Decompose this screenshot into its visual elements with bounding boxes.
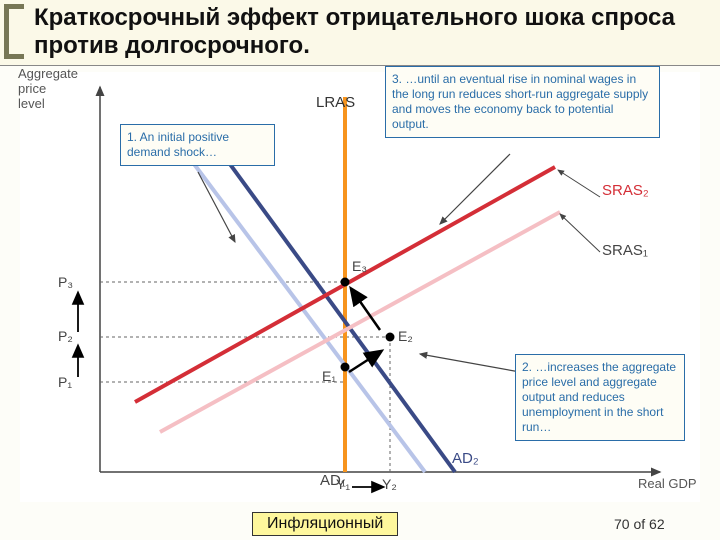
chart-area: Aggregate price level Real GDP LRAS SRAS… xyxy=(20,72,700,502)
ad2-line xyxy=(205,130,455,472)
e1-label: E₁ xyxy=(322,368,336,384)
y1-label: Y₁ xyxy=(336,476,350,492)
p2-label: P₂ xyxy=(58,328,73,344)
page-title: Краткосрочный эффект отрицательного шока… xyxy=(8,4,712,59)
e2-label: E₂ xyxy=(398,328,413,344)
sras1-line xyxy=(160,212,560,432)
title-accent xyxy=(4,4,24,59)
e3-label: E₃ xyxy=(352,258,367,274)
y-axis-label: Aggregate price level xyxy=(18,66,78,111)
sras1-pointer xyxy=(560,214,600,252)
callout-3: 3. …until an eventual rise in nominal wa… xyxy=(385,66,660,138)
callout1-pointer xyxy=(198,172,235,242)
ad2-label: AD₂ xyxy=(452,450,479,467)
p3-label: P₃ xyxy=(58,274,73,290)
callout-1: 1. An initial positive demand shock… xyxy=(120,124,275,166)
footer-badge: Инфляционный xyxy=(252,512,398,536)
sras1-label: SRAS₁ xyxy=(602,242,648,259)
callout-2: 2. …increases the aggregate price level … xyxy=(515,354,685,441)
ad1-line xyxy=(170,132,425,472)
point-e1 xyxy=(341,363,350,372)
point-e3 xyxy=(341,278,350,287)
page-number: 70 of 62 xyxy=(614,516,665,532)
p1-label: P₁ xyxy=(58,374,72,390)
y2-label: Y₂ xyxy=(382,476,397,492)
callout2-pointer xyxy=(420,354,520,372)
lras-label: LRAS xyxy=(316,94,355,111)
point-e2 xyxy=(386,333,395,342)
title-bar: Краткосрочный эффект отрицательного шока… xyxy=(0,0,720,66)
sras2-label: SRAS₂ xyxy=(602,182,649,199)
x-axis-label: Real GDP xyxy=(638,476,697,491)
sras2-pointer xyxy=(558,170,600,197)
